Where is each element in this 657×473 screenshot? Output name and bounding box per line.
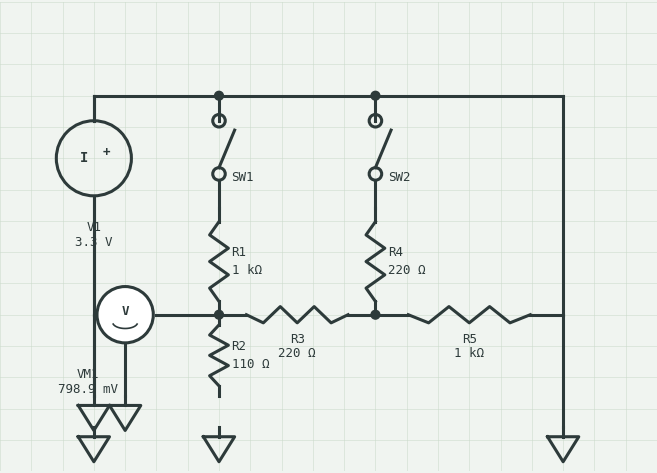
Text: SW2: SW2 [388, 171, 411, 184]
Text: 220 Ω: 220 Ω [388, 264, 426, 277]
Circle shape [371, 91, 380, 100]
Text: R3: R3 [290, 333, 305, 347]
Text: V1
3.3 V: V1 3.3 V [75, 221, 112, 249]
Text: SW1: SW1 [231, 171, 254, 184]
Text: 110 Ω: 110 Ω [231, 358, 269, 371]
Circle shape [215, 91, 223, 100]
Text: R2: R2 [231, 340, 246, 352]
Text: 220 Ω: 220 Ω [279, 347, 316, 360]
Text: I: I [80, 151, 89, 165]
Circle shape [215, 310, 223, 319]
Text: V: V [122, 305, 129, 318]
Text: R4: R4 [388, 245, 403, 259]
Text: +: + [102, 146, 110, 158]
Text: R5: R5 [462, 333, 477, 347]
Text: VM1
798.9 mV: VM1 798.9 mV [58, 368, 118, 396]
Text: 1 kΩ: 1 kΩ [454, 347, 484, 360]
Circle shape [371, 310, 380, 319]
Circle shape [97, 287, 153, 343]
Text: 1 kΩ: 1 kΩ [231, 264, 261, 277]
Text: R1: R1 [231, 245, 246, 259]
